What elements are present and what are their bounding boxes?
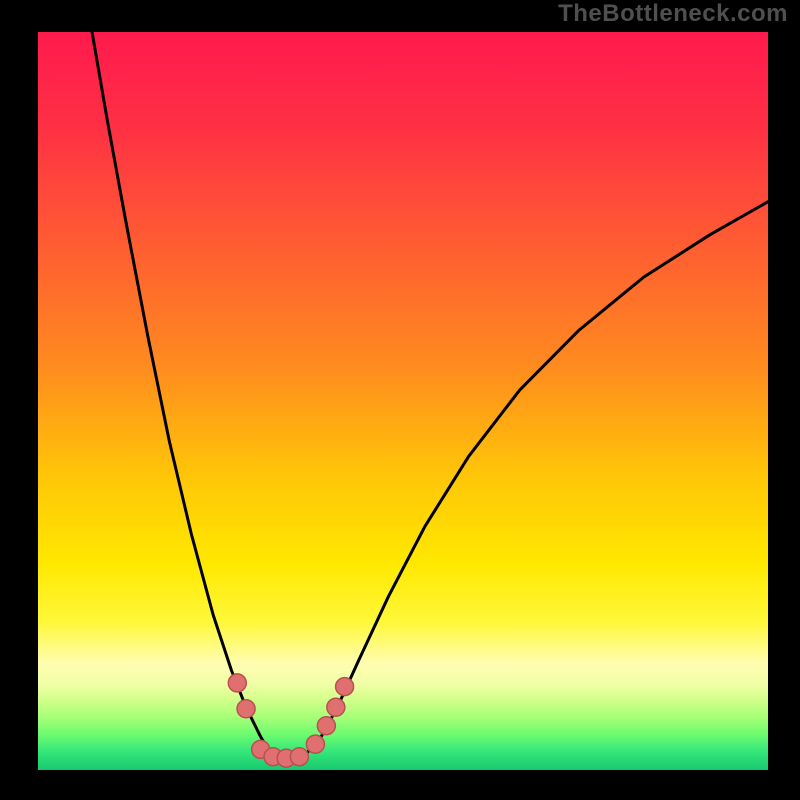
curve-marker [306,735,324,753]
curve-marker [336,678,354,696]
curve-marker [228,674,246,692]
plot-area [38,32,768,770]
curve-marker [237,700,255,718]
curve-marker [327,698,345,716]
gradient-rect [38,32,768,770]
curve-marker [317,717,335,735]
chart-frame: TheBottleneck.com [0,0,800,800]
watermark-text: TheBottleneck.com [558,0,788,28]
plot-svg [38,32,768,770]
curve-marker [290,748,308,766]
